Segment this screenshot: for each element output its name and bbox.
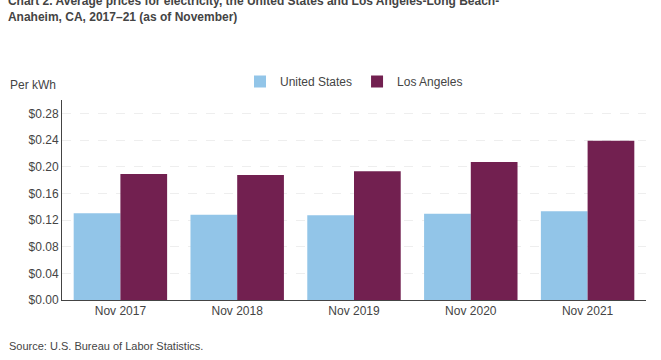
- svg-text:Nov 2020: Nov 2020: [445, 304, 497, 318]
- svg-text:Source: U.S. Bureau of Labor S: Source: U.S. Bureau of Labor Statistics.: [9, 340, 203, 352]
- svg-text:$0.24: $0.24: [29, 133, 59, 147]
- svg-text:$0.12: $0.12: [29, 213, 59, 227]
- svg-text:Per kWh: Per kWh: [10, 78, 56, 92]
- svg-text:Chart 2. Average prices for el: Chart 2. Average prices for electricity,…: [8, 0, 499, 24]
- svg-text:Nov 2019: Nov 2019: [328, 304, 380, 318]
- svg-text:$0.04: $0.04: [29, 267, 59, 281]
- svg-text:Nov 2021: Nov 2021: [562, 304, 614, 318]
- svg-text:$0.16: $0.16: [29, 187, 59, 201]
- svg-text:United States: United States: [280, 75, 352, 89]
- svg-text:Nov 2018: Nov 2018: [212, 304, 264, 318]
- svg-text:$0.00: $0.00: [29, 293, 59, 307]
- svg-text:$0.28: $0.28: [29, 107, 59, 121]
- svg-text:$0.08: $0.08: [29, 240, 59, 254]
- svg-text:Nov 2017: Nov 2017: [95, 304, 147, 318]
- svg-text:Los Angeles: Los Angeles: [397, 75, 462, 89]
- svg-text:$0.20: $0.20: [29, 160, 59, 174]
